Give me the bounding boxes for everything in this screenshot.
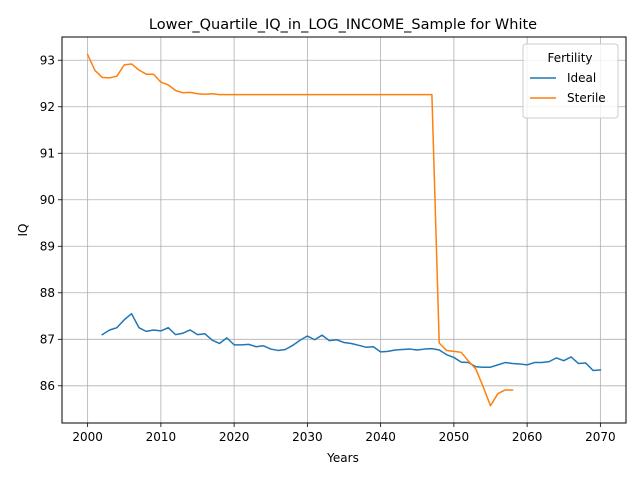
legend-label-sterile: Sterile: [567, 91, 606, 105]
chart-title: Lower_Quartile_IQ_in_LOG_INCOME_Sample f…: [149, 17, 537, 33]
legend-label-ideal: Ideal: [567, 71, 596, 85]
x-axis: 2000 2010 2020 2030 2040 2050 2060 2070: [72, 423, 616, 444]
y-tick-label: 90: [40, 193, 55, 207]
legend: Fertility Ideal Sterile: [522, 43, 619, 119]
y-tick-label: 93: [40, 53, 55, 67]
x-axis-label: Years: [326, 451, 359, 465]
y-axis-label: IQ: [16, 224, 30, 237]
legend-title: Fertility: [547, 51, 592, 65]
y-tick-label: 88: [40, 286, 55, 300]
series-line-ideal: [101, 312, 602, 372]
y-axis: 86 87 88 89 90 91 92 93: [40, 53, 62, 393]
x-tick-label: 2030: [292, 430, 323, 444]
x-tick-label: 2040: [365, 430, 396, 444]
y-tick-label: 87: [40, 332, 55, 346]
y-tick-label: 89: [40, 239, 55, 253]
plot-frame: [61, 36, 627, 424]
x-tick-label: 2060: [512, 430, 543, 444]
x-tick-label: 2010: [146, 430, 177, 444]
x-tick-label: 2020: [219, 430, 250, 444]
x-tick-label: 2050: [439, 430, 470, 444]
grid: [62, 37, 626, 423]
y-tick-label: 91: [40, 146, 55, 160]
x-tick-label: 2000: [72, 430, 103, 444]
series-layer: [86, 53, 602, 407]
x-tick-label: 2070: [585, 430, 616, 444]
y-tick-label: 92: [40, 100, 55, 114]
series-line-sterile: [86, 53, 514, 407]
legend-box: [522, 43, 619, 119]
y-tick-label: 86: [40, 379, 55, 393]
